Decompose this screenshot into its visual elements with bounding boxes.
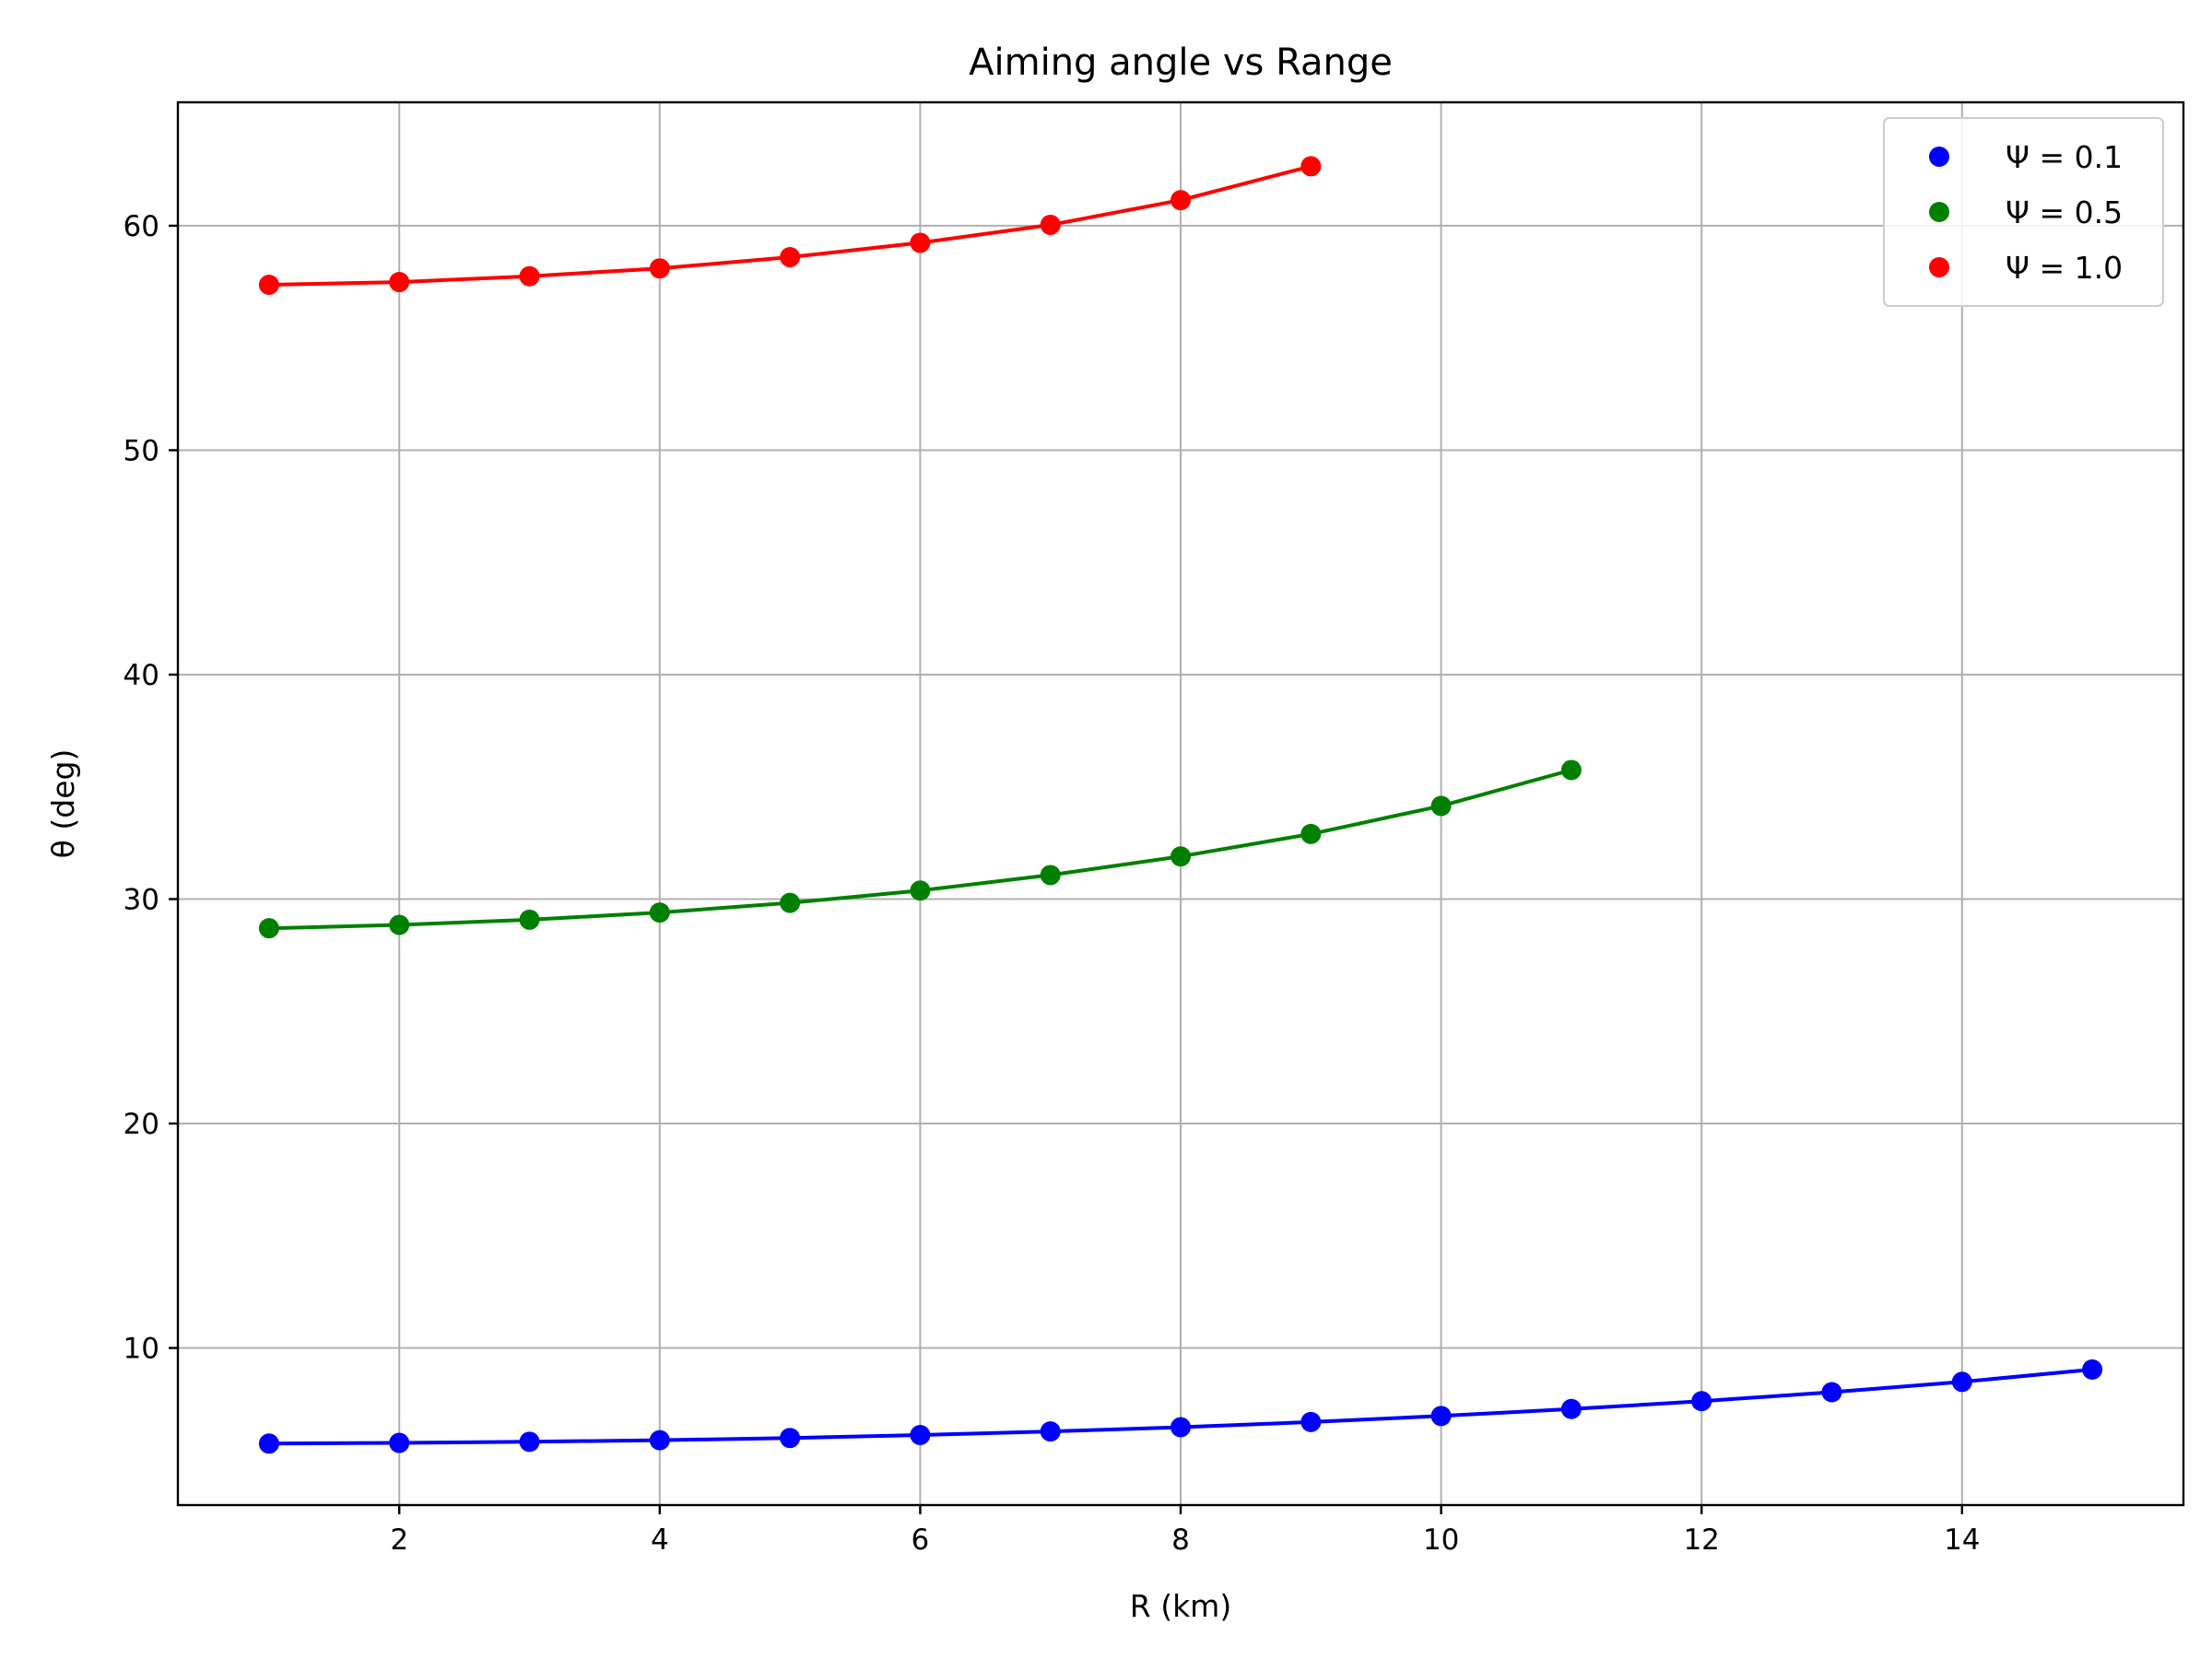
data-point <box>2082 1359 2103 1380</box>
data-point <box>258 274 279 295</box>
data-point <box>1171 1417 1191 1438</box>
data-point <box>649 902 670 924</box>
data-point <box>389 1432 410 1453</box>
data-point <box>1430 795 1452 817</box>
data-point <box>649 258 670 279</box>
y-tick-label: 10 <box>124 1333 159 1366</box>
data-point <box>258 1433 279 1454</box>
legend-label: Ψ = 0.5 <box>2006 194 2123 230</box>
legend-label: Ψ = 0.1 <box>2006 139 2123 175</box>
data-point <box>389 272 410 293</box>
data-point <box>519 265 540 287</box>
data-point <box>519 909 540 930</box>
data-point <box>910 880 931 901</box>
y-tick-label: 30 <box>124 883 159 916</box>
y-tick-label: 50 <box>124 434 159 467</box>
y-axis-label: θ (deg) <box>45 749 81 859</box>
legend-item: Ψ = 0.5 <box>1929 194 2123 230</box>
grid-lines <box>178 102 2183 1505</box>
data-point <box>1560 1398 1582 1419</box>
data-point <box>389 914 410 935</box>
series-2 <box>258 759 1582 939</box>
data-point <box>1171 190 1191 211</box>
data-point <box>1560 759 1582 781</box>
x-tick-label: 8 <box>1171 1524 1190 1557</box>
x-tick-label: 12 <box>1683 1524 1719 1557</box>
x-tick-label: 2 <box>390 1524 408 1557</box>
data-point <box>1171 846 1191 867</box>
data-point <box>1300 823 1322 844</box>
data-point <box>649 1430 670 1451</box>
legend-marker <box>1929 257 1949 277</box>
series-1 <box>258 1359 2103 1454</box>
data-point <box>1300 1411 1322 1432</box>
legend-item: Ψ = 0.1 <box>1929 139 2123 175</box>
x-axis-label: R (km) <box>1130 1588 1231 1624</box>
data-point <box>910 1425 931 1446</box>
legend-label: Ψ = 1.0 <box>2006 250 2123 286</box>
legend-item: Ψ = 1.0 <box>1929 250 2123 286</box>
x-tick-label: 14 <box>1944 1524 1980 1557</box>
data-point <box>1300 156 1322 177</box>
data-point <box>910 232 931 253</box>
legend-box <box>1883 117 2164 307</box>
y-tick-label: 60 <box>124 210 159 243</box>
legend-marker <box>1929 202 1949 222</box>
x-tick-label: 4 <box>651 1524 669 1557</box>
data-point <box>519 1431 540 1453</box>
y-tick-label: 40 <box>124 659 159 692</box>
data-point <box>780 892 801 913</box>
data-point <box>780 1428 801 1449</box>
data-point <box>258 918 279 939</box>
chart-title: Aiming angle vs Range <box>969 41 1393 84</box>
y-tick-label: 20 <box>124 1108 159 1141</box>
data-point <box>1821 1382 1842 1403</box>
x-tick-label: 10 <box>1423 1524 1459 1557</box>
data-point <box>1040 1421 1061 1442</box>
legend: Ψ = 0.1 Ψ = 0.5 Ψ = 1.0 <box>1883 117 2164 307</box>
legend-marker <box>1929 147 1949 167</box>
axis-ticks: 2 4 6 8 10 12 14 10 20 30 40 50 60 <box>124 210 1981 1557</box>
data-point <box>1430 1406 1452 1427</box>
data-point <box>1691 1391 1712 1412</box>
data-point <box>1040 214 1061 235</box>
data-point <box>1040 865 1061 886</box>
data-point <box>1951 1371 1972 1393</box>
series-layer <box>258 156 2103 1454</box>
x-tick-label: 6 <box>912 1524 930 1557</box>
series-3 <box>258 156 1322 295</box>
data-point <box>780 247 801 268</box>
